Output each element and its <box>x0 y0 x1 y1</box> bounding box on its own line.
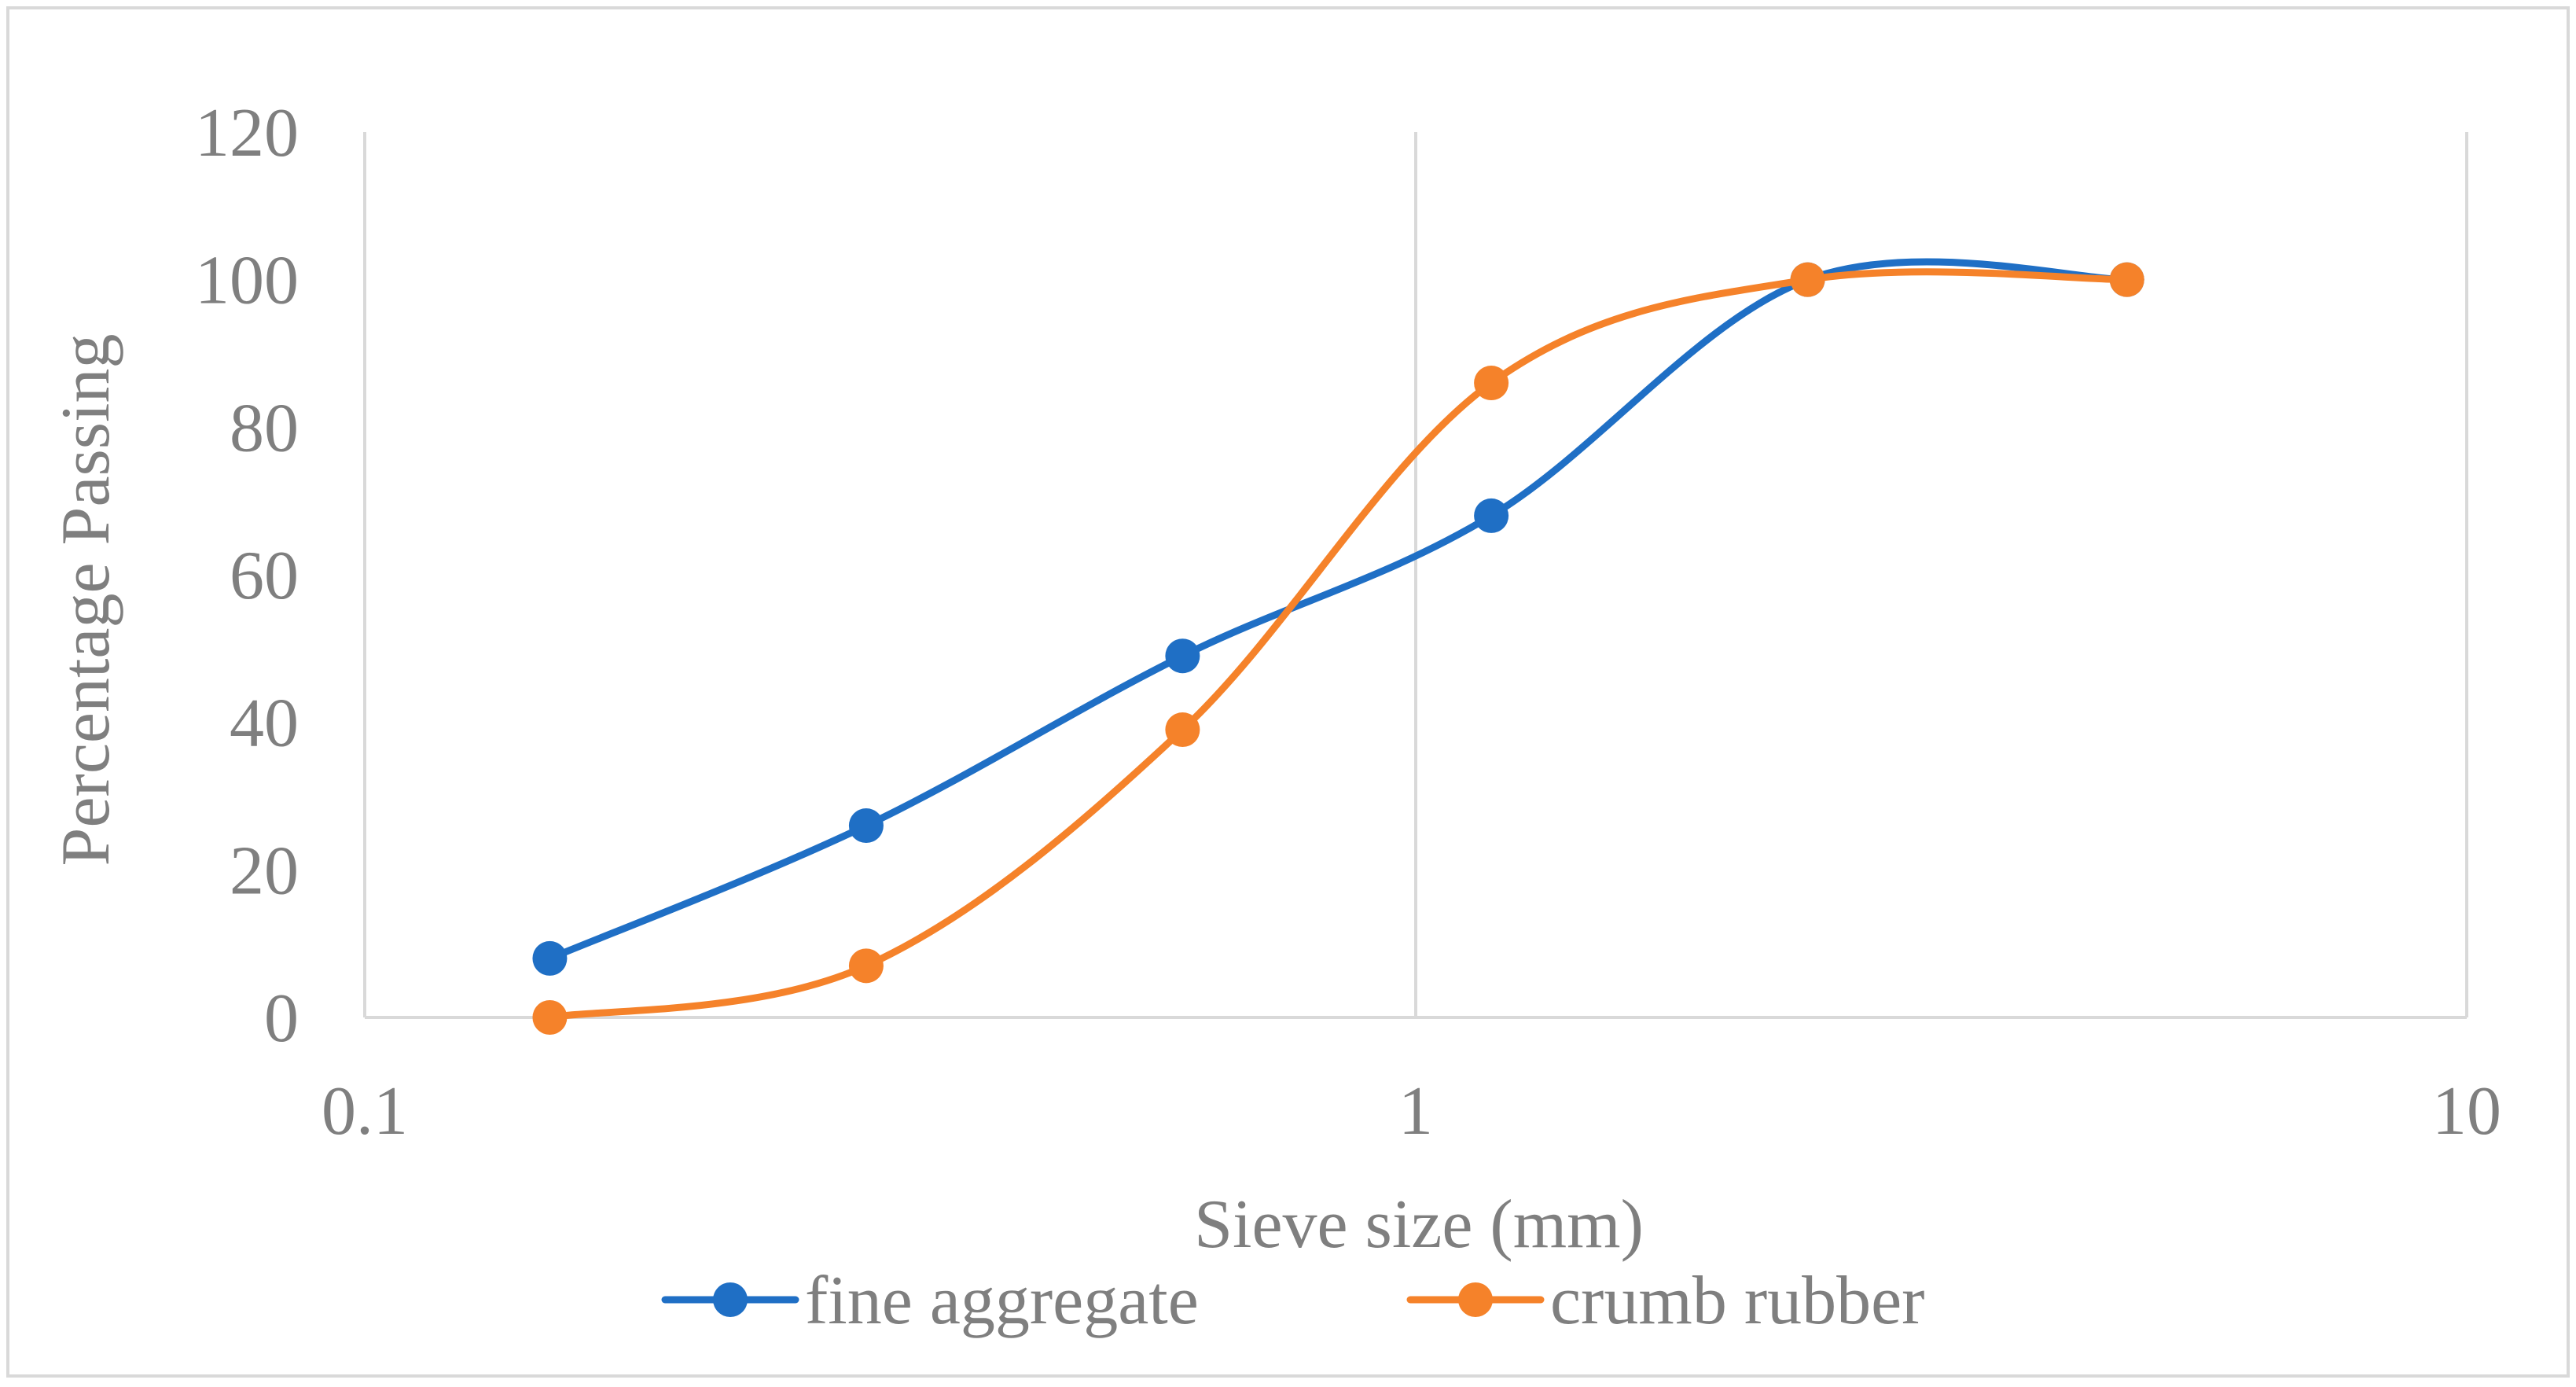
y-tick-label: 80 <box>230 390 299 466</box>
y-tick-label: 40 <box>230 686 299 762</box>
legend-swatch-marker <box>713 1282 748 1317</box>
data-point <box>1790 262 1825 297</box>
data-point <box>532 940 568 976</box>
data-point <box>532 1000 568 1035</box>
y-axis-title: Percentage Passing <box>48 334 124 866</box>
grid-layer <box>363 132 2468 1017</box>
data-point <box>1165 712 1200 748</box>
x-axis-title: Sieve size (mm) <box>1194 1186 1644 1263</box>
x-tick-label: 1 <box>1398 1073 1433 1150</box>
x-tick-label: 10 <box>2432 1073 2501 1150</box>
y-tick-label: 120 <box>195 95 299 171</box>
legend-label-fine-aggregate: fine aggregate <box>805 1263 1199 1339</box>
series-crumb-rubber <box>532 262 2144 1035</box>
data-point <box>1474 498 1509 533</box>
series-line <box>546 258 2131 962</box>
legend-label-crumb-rubber: crumb rubber <box>1550 1263 1924 1339</box>
legend: fine aggregate crumb rubber <box>661 1263 1924 1339</box>
data-point <box>1165 638 1200 674</box>
data-point <box>848 948 884 984</box>
x-tick-label: 0.1 <box>322 1073 408 1150</box>
series-layer <box>532 258 2144 1035</box>
legend-swatch-marker <box>1458 1282 1493 1317</box>
legend-item-fine-aggregate: fine aggregate <box>661 1263 1199 1339</box>
y-tick-label: 60 <box>230 538 299 614</box>
data-point <box>848 808 884 844</box>
legend-item-crumb-rubber: crumb rubber <box>1406 1263 1924 1339</box>
series-line <box>546 268 2131 1021</box>
y-tick-label: 0 <box>264 980 299 1057</box>
data-point <box>2109 262 2144 297</box>
y-tick-label: 20 <box>230 833 299 909</box>
data-point <box>1474 366 1509 401</box>
chart-border <box>6 6 2570 1378</box>
y-tick-label: 100 <box>195 243 299 319</box>
